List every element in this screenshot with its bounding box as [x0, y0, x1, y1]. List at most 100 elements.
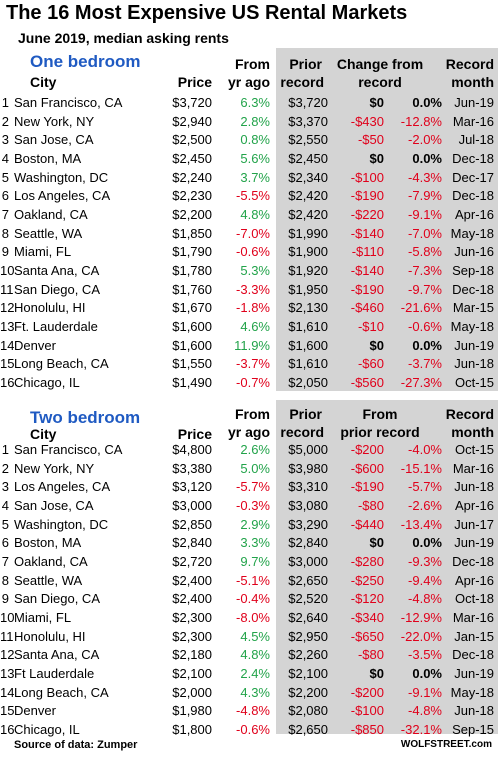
- change-percent-cell: 0.0%: [412, 94, 442, 110]
- rank-cell: 10: [0, 263, 14, 279]
- price-cell: $2,240: [172, 169, 212, 185]
- yoy-change-cell: 2.9%: [240, 516, 270, 532]
- city-cell: Long Beach, CA: [14, 356, 109, 372]
- city-cell: San Francisco, CA: [14, 441, 123, 457]
- prior-record-cell: $2,200: [288, 684, 328, 700]
- city-cell: Los Angeles, CA: [14, 188, 111, 204]
- price-cell: $1,780: [172, 263, 212, 279]
- record-month-cell: May-18: [450, 684, 494, 700]
- table-row: 6 Los Angeles, CA $2,230 -5.5% $2,420 -$190 -7…: [0, 186, 498, 205]
- yoy-change-cell: 4.8%: [240, 206, 270, 222]
- table-row: 9 Miami, FL $1,790 -0.6% $1,900 -$110 -5.8% Jun…: [0, 243, 498, 262]
- table-row: 4 Boston, MA $2,450 5.6% $2,450 $0 0.0% Dec-18: [0, 149, 498, 168]
- rank-cell: 4: [1, 150, 9, 166]
- prior-record-cell: $3,000: [288, 553, 328, 569]
- city-cell: Honolulu, HI: [14, 628, 86, 644]
- change-percent-cell: -2.6%: [408, 497, 442, 513]
- record-month-cell: Dec-18: [452, 281, 494, 297]
- city-cell: Miami, FL: [14, 244, 72, 260]
- rank-cell: 12: [0, 647, 14, 663]
- yoy-change-cell: -5.5%: [236, 188, 270, 204]
- prior-record-cell: $1,610: [288, 319, 328, 335]
- record-month-cell: Apr-16: [454, 497, 494, 513]
- table-row: 7 Oakland, CA $2,200 4.8% $2,420 -$220 -9.1% Ap…: [0, 205, 498, 224]
- two-bedroom-col-prior-1: Prior: [289, 406, 322, 422]
- table-row: 1 San Francisco, CA $3,720 6.3% $3,720 $0 0.0%…: [0, 93, 498, 112]
- city-cell: Denver: [14, 337, 56, 353]
- change-dollar-cell: -$100: [350, 169, 384, 185]
- prior-record-cell: $1,600: [288, 337, 328, 353]
- change-percent-cell: 0.0%: [412, 337, 442, 353]
- change-dollar-cell: -$60: [357, 356, 384, 372]
- table-row: 16 Chicago, IL $1,490 -0.7% $2,050 -$560 -27.3…: [0, 373, 498, 392]
- price-cell: $2,200: [172, 206, 212, 222]
- yoy-change-cell: 2.4%: [240, 666, 270, 682]
- rank-cell: 1: [1, 94, 9, 110]
- record-month-cell: Sep-15: [452, 722, 494, 738]
- yoy-change-cell: -0.3%: [236, 497, 270, 513]
- change-dollar-cell: -$110: [351, 244, 384, 260]
- rank-cell: 4: [1, 497, 9, 513]
- yoy-change-cell: 4.3%: [240, 684, 270, 700]
- change-percent-cell: -2.0%: [408, 132, 442, 148]
- change-dollar-cell: $0: [369, 337, 384, 353]
- city-cell: Long Beach, CA: [14, 684, 109, 700]
- brand-label: WOLFSTREET.com: [400, 739, 492, 750]
- source-note: Source of data: Zumper: [14, 739, 138, 751]
- rank-cell: 6: [1, 535, 9, 551]
- one-bedroom-col-change-2: record: [358, 74, 402, 90]
- table-row: 11 San Diego, CA $1,760 -3.3% $1,950 -$190 -9.…: [0, 280, 498, 299]
- table-row: 5 Washington, DC $2,850 2.9% $3,290 -$440 -13.…: [0, 515, 498, 534]
- rank-cell: 8: [1, 572, 9, 588]
- change-percent-cell: -13.4%: [400, 516, 442, 532]
- rank-cell: 14: [0, 684, 14, 700]
- two-bedroom-col-price: Price: [177, 426, 212, 442]
- change-percent-cell: -12.8%: [400, 113, 442, 129]
- one-bedroom-col-yoy-1: From: [235, 56, 270, 72]
- price-cell: $2,450: [172, 150, 212, 166]
- change-percent-cell: -3.5%: [408, 647, 442, 663]
- price-cell: $4,800: [172, 441, 212, 457]
- change-dollar-cell: -$80: [357, 497, 384, 513]
- price-cell: $2,300: [172, 610, 212, 626]
- yoy-change-cell: -0.6%: [236, 244, 270, 260]
- prior-record-cell: $2,340: [288, 169, 328, 185]
- prior-record-cell: $3,370: [288, 113, 328, 129]
- city-cell: San Diego, CA: [14, 281, 100, 297]
- price-cell: $1,850: [172, 225, 212, 241]
- rank-cell: 2: [1, 460, 9, 476]
- price-cell: $2,000: [172, 684, 212, 700]
- prior-record-cell: $2,080: [288, 703, 328, 719]
- price-cell: $1,760: [172, 281, 212, 297]
- prior-record-cell: $2,520: [288, 591, 328, 607]
- change-percent-cell: -32.1%: [400, 722, 442, 738]
- record-month-cell: Dec-18: [452, 188, 494, 204]
- record-month-cell: Apr-16: [454, 572, 494, 588]
- yoy-change-cell: -0.7%: [236, 375, 270, 391]
- rank-cell: 9: [1, 244, 9, 260]
- change-percent-cell: -9.1%: [408, 684, 442, 700]
- yoy-change-cell: 4.8%: [240, 647, 270, 663]
- change-percent-cell: -21.6%: [400, 300, 442, 316]
- change-dollar-cell: -$850: [350, 722, 384, 738]
- record-month-cell: Jun-16: [454, 244, 494, 260]
- table-row: 7 Oakland, CA $2,720 9.7% $3,000 -$280 -9.3% De…: [0, 552, 498, 571]
- price-cell: $2,230: [172, 188, 212, 204]
- record-month-cell: Mar-16: [452, 113, 494, 129]
- prior-record-cell: $3,310: [288, 479, 328, 495]
- change-percent-cell: -12.9%: [400, 610, 442, 626]
- yoy-change-cell: 5.3%: [240, 263, 270, 279]
- city-cell: New York, NY: [14, 460, 95, 476]
- change-dollar-cell: -$220: [350, 206, 384, 222]
- change-dollar-cell: -$460: [350, 300, 384, 316]
- change-dollar-cell: -$650: [350, 628, 384, 644]
- one-bedroom-shade-prior: [276, 48, 322, 391]
- two-bedroom-col-month-2: month: [451, 424, 494, 440]
- table-row: 8 Seattle, WA $2,400 -5.1% $2,650 -$250 -9.4% A…: [0, 571, 498, 590]
- rank-cell: 7: [1, 553, 9, 569]
- record-month-cell: Jun-19: [454, 666, 494, 682]
- one-bedroom-col-change-1: Change from: [336, 56, 424, 72]
- city-cell: Chicago, IL: [14, 375, 80, 391]
- city-cell: Boston, MA: [14, 535, 82, 551]
- city-cell: Washington, DC: [14, 516, 109, 532]
